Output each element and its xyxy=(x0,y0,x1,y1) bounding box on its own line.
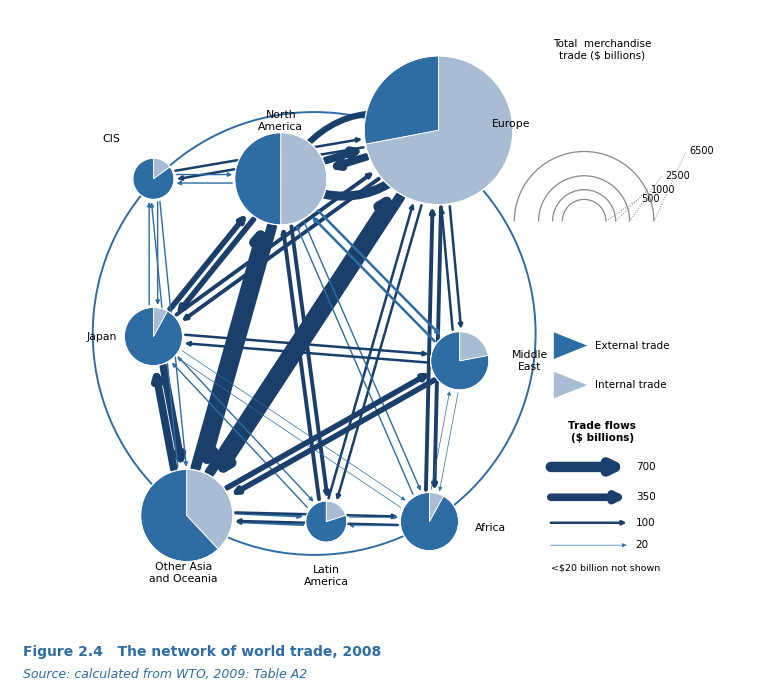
Text: External trade: External trade xyxy=(595,340,669,351)
Text: Japan: Japan xyxy=(87,331,117,342)
Text: Africa: Africa xyxy=(474,522,505,533)
Text: 20: 20 xyxy=(636,540,649,550)
Text: 350: 350 xyxy=(636,492,655,502)
Wedge shape xyxy=(366,56,513,205)
Text: CIS: CIS xyxy=(102,134,120,145)
Wedge shape xyxy=(133,158,174,199)
Text: 6500: 6500 xyxy=(689,147,714,156)
Text: Latin
America: Latin America xyxy=(303,565,349,587)
Text: 2500: 2500 xyxy=(665,171,690,181)
Text: 1000: 1000 xyxy=(651,185,675,194)
Text: Middle
East: Middle East xyxy=(512,350,548,372)
Wedge shape xyxy=(326,501,346,522)
Wedge shape xyxy=(430,493,444,522)
Text: Internal trade: Internal trade xyxy=(595,380,667,390)
Text: Other Asia
and Oceania: Other Asia and Oceania xyxy=(150,563,218,584)
Wedge shape xyxy=(140,469,218,562)
Text: 700: 700 xyxy=(636,462,655,472)
Polygon shape xyxy=(554,332,587,359)
Wedge shape xyxy=(459,331,488,361)
Wedge shape xyxy=(186,469,233,549)
FancyArrowPatch shape xyxy=(292,133,437,196)
Wedge shape xyxy=(306,501,347,542)
Wedge shape xyxy=(400,493,459,551)
Wedge shape xyxy=(281,133,327,225)
Wedge shape xyxy=(124,307,183,365)
Wedge shape xyxy=(154,307,168,336)
Text: 100: 100 xyxy=(636,518,655,528)
Text: Trade flows
($ billions): Trade flows ($ billions) xyxy=(569,421,636,443)
Text: Source: calculated from WTO, 2009: Table A2: Source: calculated from WTO, 2009: Table… xyxy=(23,668,307,681)
Polygon shape xyxy=(554,372,587,399)
Wedge shape xyxy=(364,56,438,144)
Wedge shape xyxy=(154,158,170,179)
Text: Total  merchandise
trade ($ billions): Total merchandise trade ($ billions) xyxy=(553,39,651,61)
Wedge shape xyxy=(431,331,489,390)
Text: North
America: North America xyxy=(258,110,303,132)
FancyArrowPatch shape xyxy=(282,113,430,176)
Text: 500: 500 xyxy=(641,194,660,204)
Text: Europe: Europe xyxy=(492,119,530,129)
Wedge shape xyxy=(235,133,281,225)
Text: <$20 billion not shown: <$20 billion not shown xyxy=(551,564,660,573)
Text: Figure 2.4   The network of world trade, 2008: Figure 2.4 The network of world trade, 2… xyxy=(23,645,381,659)
